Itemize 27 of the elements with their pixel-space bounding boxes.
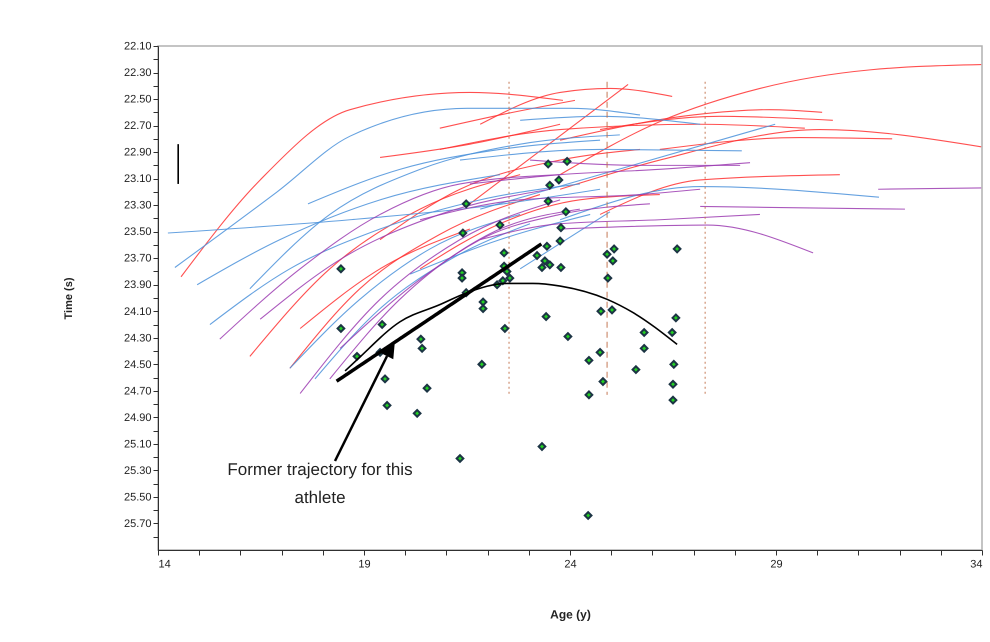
y-tick-label: 22.50 xyxy=(124,94,152,106)
y-tick-label: 25.50 xyxy=(124,491,152,504)
x-tick-label: 14 xyxy=(158,558,171,570)
x-tick-label: 19 xyxy=(358,558,371,570)
y-axis-title: Time (s) xyxy=(62,277,75,320)
y-tick-label: 22.10 xyxy=(124,40,152,52)
y-tick-label: 24.70 xyxy=(124,385,152,398)
annotation: Former trajectory for this athlete xyxy=(227,460,413,507)
y-tick-label: 24.50 xyxy=(124,358,152,371)
y-tick-label: 25.70 xyxy=(124,518,152,530)
y-tick-label: 24.90 xyxy=(124,412,152,424)
y-tick-label: 23.90 xyxy=(124,279,152,292)
y-tick-label: 23.10 xyxy=(124,173,152,186)
x-axis-title: Age (y) xyxy=(550,608,591,622)
y-tick-label: 22.70 xyxy=(124,120,152,132)
x-tick-label: 29 xyxy=(770,558,783,570)
x-tick-label: 34 xyxy=(970,558,982,570)
y-tick-label: 22.30 xyxy=(124,67,152,80)
x-tick-label: 24 xyxy=(564,558,577,570)
y-tick-label: 24.30 xyxy=(124,332,152,344)
y-tick-label: 25.30 xyxy=(124,464,152,477)
y-tick-label: 23.50 xyxy=(124,226,152,238)
y-tick-label: 23.30 xyxy=(124,200,152,212)
y-tick-label: 23.70 xyxy=(124,252,152,265)
y-tick-label: 22.90 xyxy=(124,146,152,159)
y-tick-label: 24.10 xyxy=(124,306,152,318)
y-tick-label: 25.10 xyxy=(124,438,152,450)
